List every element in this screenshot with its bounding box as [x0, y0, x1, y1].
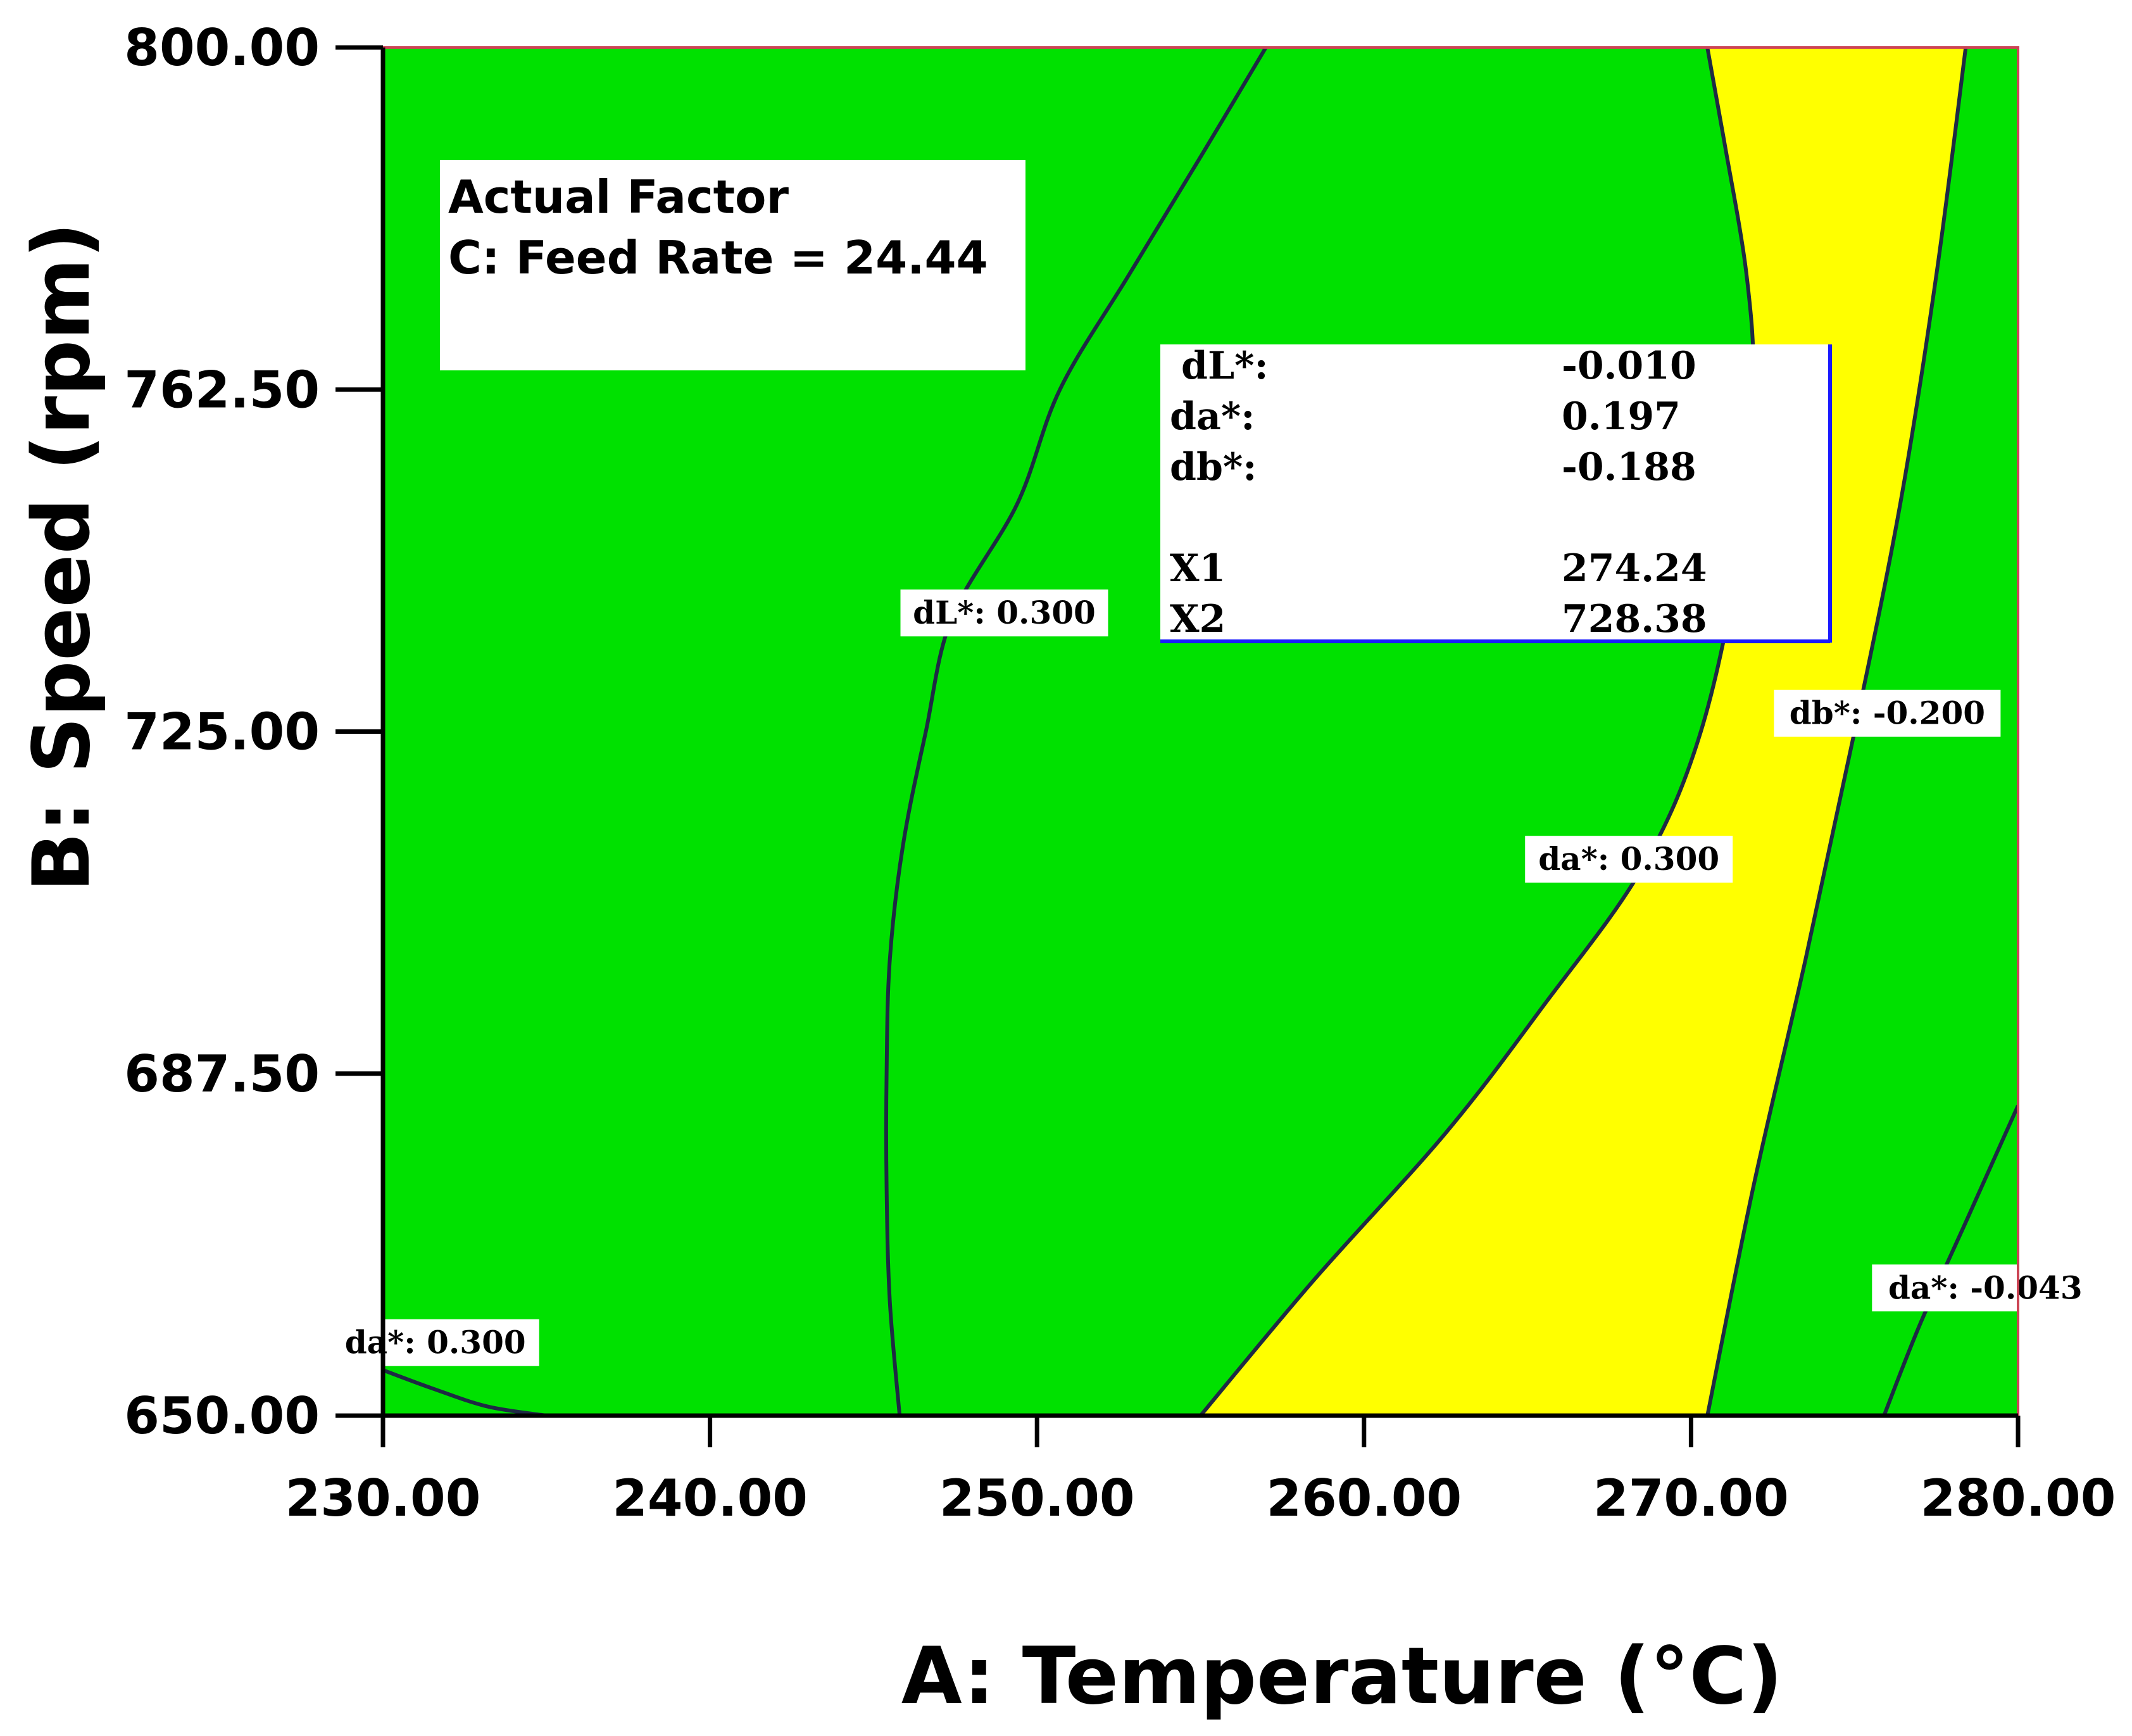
readout-name-da: da*: — [1170, 394, 1255, 439]
y-tick-label-1: 687.50 — [124, 1045, 320, 1104]
x-tick-label-4: 270.00 — [1593, 1469, 1789, 1528]
contour-labels: dL*: 0.300 da*: 0.300 db*: -0.200 da*: -0.0… — [331, 589, 2099, 1366]
contour-line-4 — [383, 1368, 547, 1416]
contour-label-background — [331, 1319, 539, 1366]
contour-label-text: da*: -0.043 — [1888, 1269, 2083, 1306]
x-axis-title: A: Temperature (°C) — [901, 1631, 1783, 1722]
readout-value-db: -0.188 — [1562, 445, 1696, 489]
readout-value-dl: -0.010 — [1562, 344, 1696, 388]
contour-label-background — [1525, 836, 1733, 883]
contour-label-3: da*: -0.043 — [1872, 1264, 2099, 1312]
contour-label-background — [1872, 1264, 2099, 1312]
contour-label-text: da*: 0.300 — [1538, 840, 1719, 877]
readout-background — [1160, 344, 1831, 642]
y-axis-ticks: 650.00 687.50 725.00 762.50 800.00 — [124, 18, 383, 1445]
readout-name-x1: X1 — [1170, 546, 1226, 591]
readout-name-dl: dL*: — [1181, 344, 1269, 388]
y-tick-label-0: 650.00 — [124, 1387, 320, 1445]
y-tick-label-2: 725.00 — [124, 703, 320, 762]
readout-value-x2: 728.38 — [1562, 597, 1707, 641]
contour-line-0 — [884, 47, 1268, 1416]
optimum-readout-box: dL*: -0.010 da*: 0.197 db*: -0.188 X1 27… — [1160, 344, 1832, 643]
x-tick-label-0: 230.00 — [285, 1469, 481, 1528]
x-axis-ticks: 230.00 240.00 250.00 260.00 270.00 280.00 — [285, 1416, 2116, 1528]
contour-label-background — [900, 589, 1108, 637]
actual-factor-value: C: Feed Rate = 24.44 — [448, 231, 988, 284]
x-tick-label-5: 280.00 — [1921, 1469, 2116, 1528]
contour-label-2: db*: -0.200 — [1774, 689, 2001, 737]
contour-label-background — [1774, 689, 2001, 737]
contour-label-1: da*: 0.300 — [1525, 836, 1733, 883]
actual-factor-background — [440, 160, 1025, 370]
y-tick-label-4: 800.00 — [124, 18, 320, 77]
x-tick-label-2: 250.00 — [939, 1469, 1135, 1528]
actual-factor-box: Actual Factor C: Feed Rate = 24.44 — [440, 160, 1025, 370]
contour-label-text: da*: 0.300 — [345, 1324, 526, 1361]
x-tick-label-1: 240.00 — [612, 1469, 808, 1528]
contour-label-text: db*: -0.200 — [1790, 695, 1985, 732]
contour-label-0: dL*: 0.300 — [900, 589, 1108, 637]
readout-name-db: db*: — [1170, 445, 1257, 489]
readout-value-x1: 274.24 — [1562, 546, 1707, 591]
y-axis-title: B: Speed (rpm) — [16, 222, 108, 892]
contour-line-1 — [1199, 47, 1755, 1416]
contour-label-4: da*: 0.300 — [331, 1319, 539, 1366]
readout-value-da: 0.197 — [1562, 394, 1681, 439]
y-tick-label-3: 762.50 — [124, 360, 320, 419]
contour-label-text: dL*: 0.300 — [913, 594, 1096, 631]
readout-name-x2: X2 — [1170, 597, 1226, 641]
actual-factor-heading: Actual Factor — [448, 170, 789, 223]
x-tick-label-3: 260.00 — [1266, 1469, 1462, 1528]
